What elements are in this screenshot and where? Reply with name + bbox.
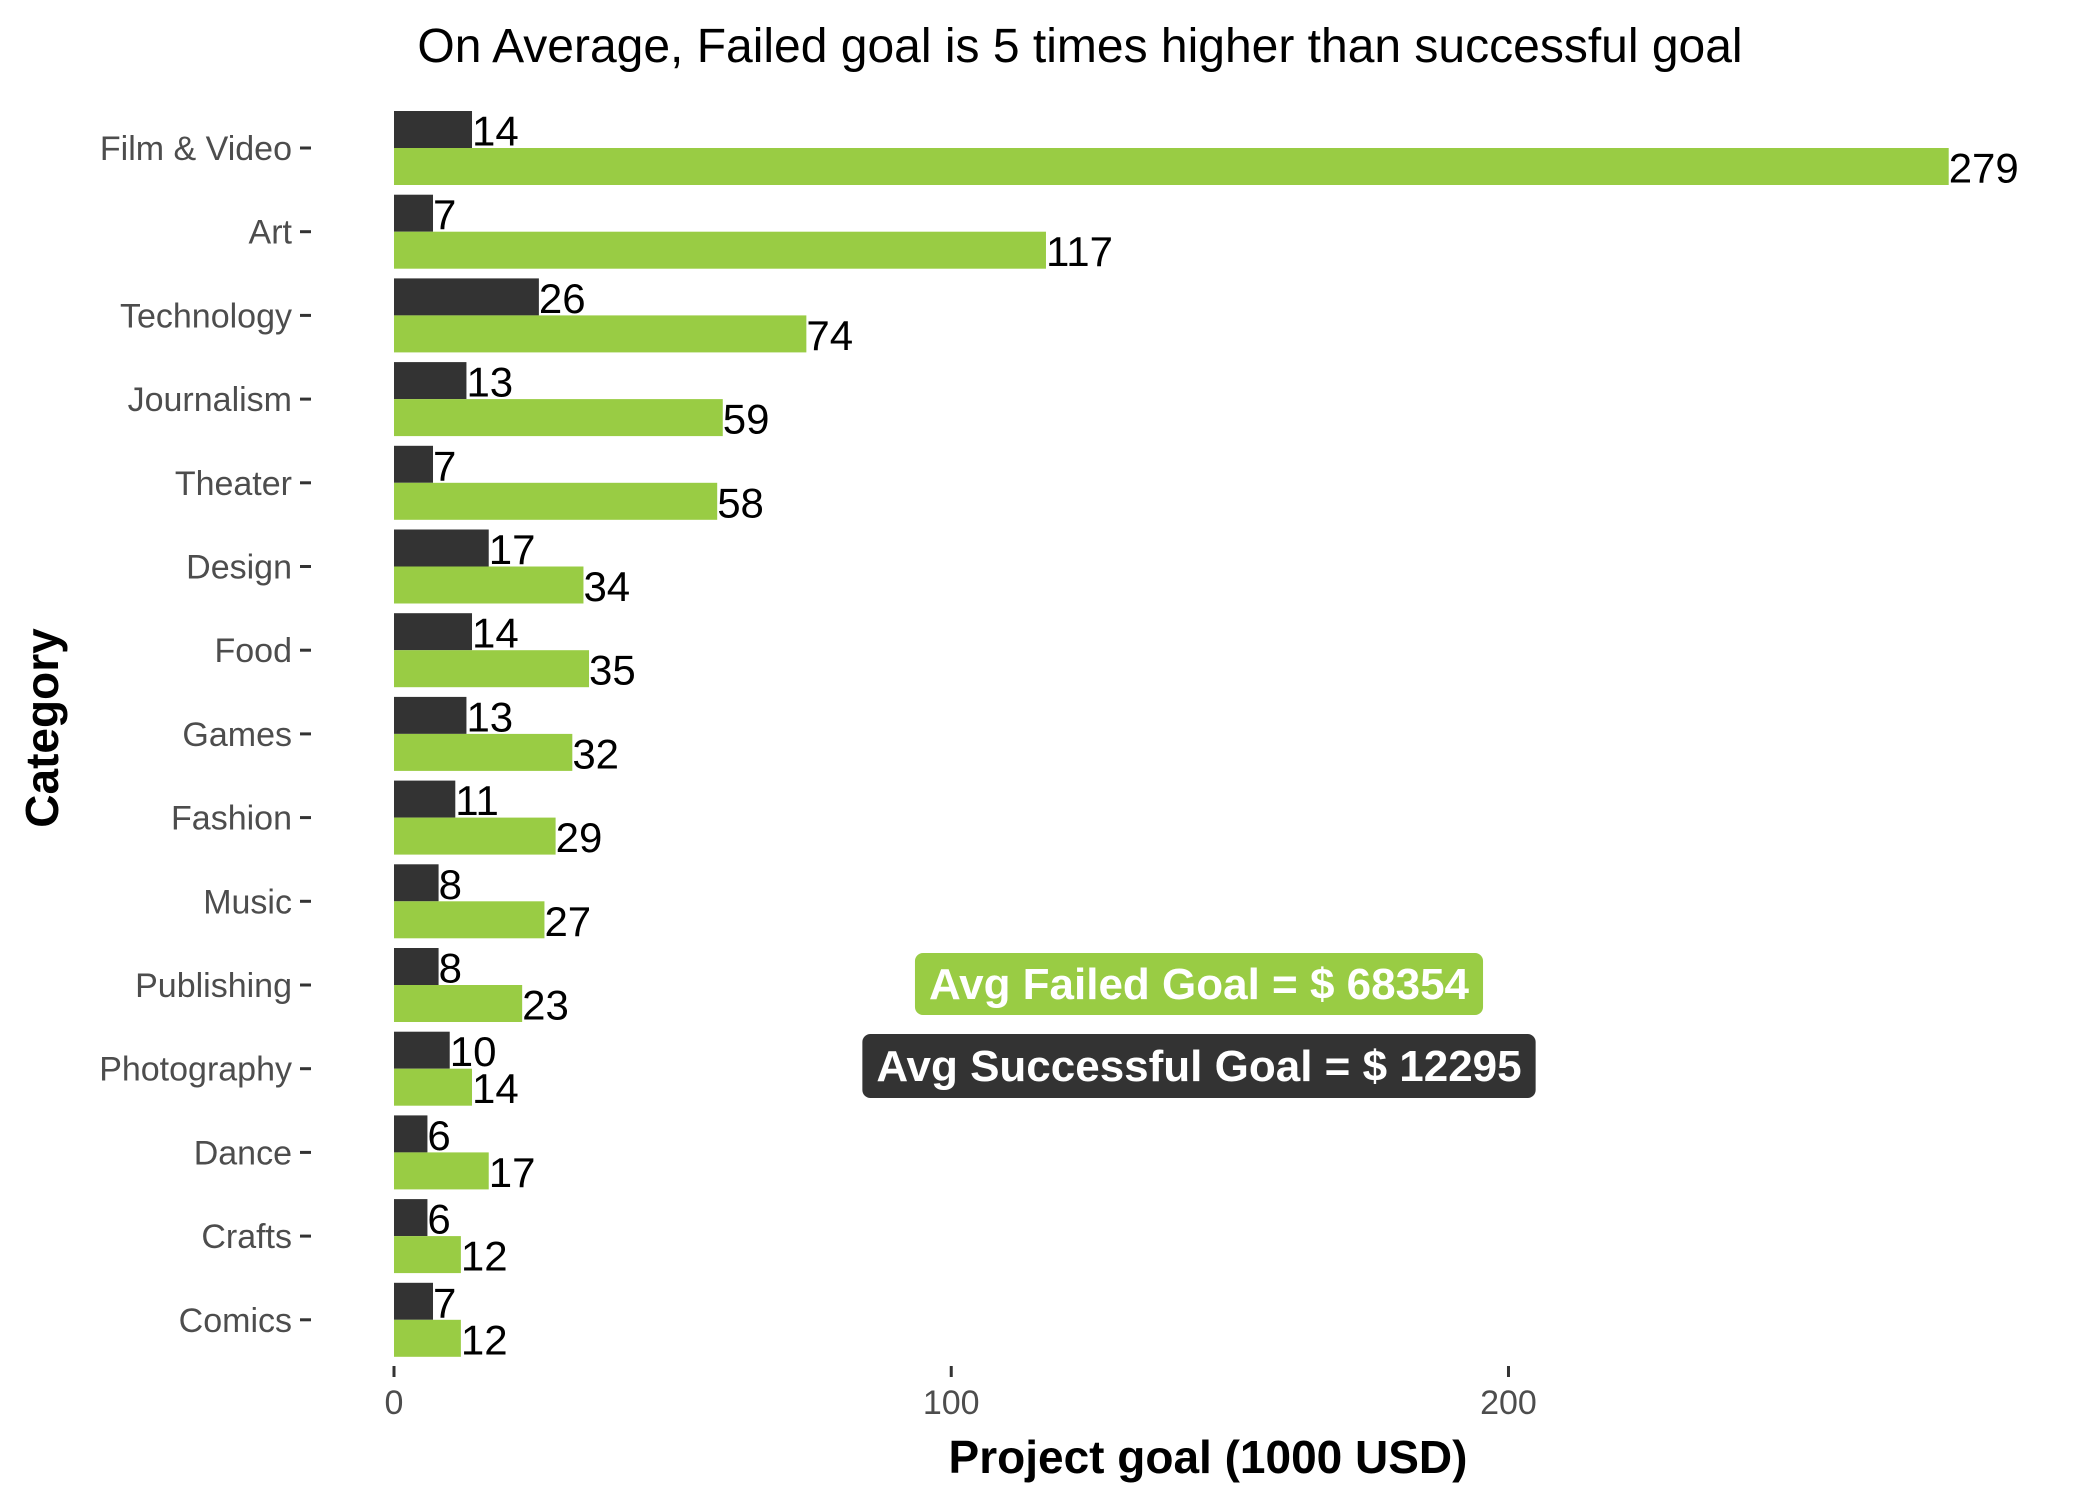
data-label: 11 (455, 777, 499, 824)
annotation-text: Avg Failed Goal = $ 68354 (929, 960, 1470, 1009)
y-axis: Film & Video Art Technology Journalism Theat… (99, 130, 311, 1340)
bar-dark (394, 445, 434, 483)
data-label: 8 (439, 945, 462, 992)
bar-green (394, 482, 718, 520)
bar-dark (394, 948, 439, 985)
data-label: 23 (522, 982, 569, 1029)
data-label: 12 (461, 1233, 508, 1280)
bar-dark (394, 864, 439, 902)
bar-dark (394, 780, 456, 818)
bar-dark (394, 278, 539, 316)
category-label: Theater (175, 465, 292, 503)
data-label: 34 (583, 563, 630, 610)
bar-green (394, 901, 545, 939)
bar-green (394, 315, 807, 353)
category-label: Technology (120, 297, 292, 335)
data-label: 7 (433, 1279, 456, 1326)
annotation-box (862, 1034, 1536, 1098)
x-axis-title: Project goal (1000 USD) (949, 1431, 1468, 1483)
annotation-text: Avg Successful Goal = $ 12295 (876, 1042, 1521, 1091)
data-label: 32 (572, 730, 619, 777)
bar-green (394, 231, 1046, 269)
x-tick-label: 100 (923, 1384, 980, 1422)
x-tick-label: 200 (1480, 1384, 1537, 1422)
bar-dark (394, 111, 473, 148)
data-label: 13 (466, 693, 513, 740)
data-label: 14 (472, 1065, 519, 1112)
data-label: 27 (544, 898, 591, 945)
bar-dark (394, 1115, 428, 1153)
data-label: 7 (433, 191, 456, 238)
bar-dark (394, 1031, 450, 1069)
data-label: 14 (472, 108, 519, 155)
bar-dark (394, 362, 467, 400)
bar-dark (394, 529, 489, 567)
bar-dark (394, 613, 473, 651)
category-label: Fashion (171, 800, 292, 838)
data-label: 59 (723, 396, 770, 443)
category-label: Crafts (201, 1218, 292, 1256)
data-label: 74 (806, 312, 853, 359)
category-label: Art (249, 214, 293, 252)
avg-successful-annotation: Avg Successful Goal = $ 12295 (862, 1034, 1536, 1098)
bar-green (394, 1236, 461, 1274)
bar-green (394, 566, 584, 604)
data-label: 35 (589, 647, 636, 694)
category-label: Dance (194, 1134, 292, 1172)
data-label: 13 (466, 359, 513, 406)
bar-dark (394, 194, 434, 232)
data-label: 10 (450, 1028, 497, 1075)
bar-green (394, 985, 523, 1022)
category-label: Film & Video (100, 130, 292, 168)
y-axis-title: Category (16, 628, 68, 828)
data-label: 279 (1949, 145, 2019, 192)
annotation-box (914, 953, 1484, 1015)
chart-title: On Average, Failed goal is 5 times highe… (417, 20, 1742, 73)
bar-green (394, 817, 556, 855)
bar-green (394, 1068, 473, 1106)
bar-dark (394, 1199, 428, 1237)
data-label: 14 (472, 610, 519, 657)
data-label: 58 (717, 479, 764, 526)
bar-green (394, 1152, 489, 1190)
data-label: 8 (439, 861, 462, 908)
bar-green (394, 1319, 461, 1357)
data-label: 29 (556, 814, 603, 861)
category-label: Photography (99, 1051, 292, 1089)
category-label: Design (186, 549, 292, 587)
bar-dark (394, 696, 467, 734)
data-label: 26 (539, 275, 586, 322)
bars (394, 111, 1949, 1357)
data-label: 117 (1046, 228, 1113, 275)
value-labels: 14 279 7 117 26 74 13 59 7 58 17 34 14 35 13 32 11 29 8 27 8… (427, 108, 2018, 1364)
category-label: Music (203, 883, 292, 921)
bar-green (394, 733, 573, 771)
x-axis: 0 100 200 (385, 1366, 1537, 1422)
data-label: 6 (427, 1112, 450, 1159)
data-label: 12 (461, 1316, 508, 1363)
category-label: Comics (179, 1302, 292, 1340)
avg-failed-annotation: Avg Failed Goal = $ 68354 (914, 953, 1484, 1015)
bar-dark (394, 1282, 434, 1320)
category-label: Games (182, 716, 292, 754)
bar-green (394, 148, 1949, 185)
bar-green (394, 650, 590, 688)
category-label: Journalism (128, 381, 292, 419)
annotations: Avg Failed Goal = $ 68354 Avg Successful … (862, 953, 1536, 1098)
bar-green (394, 399, 723, 437)
category-label: Food (215, 632, 293, 670)
data-label: 6 (427, 1196, 450, 1243)
data-label: 7 (433, 442, 456, 489)
x-tick-label: 0 (385, 1384, 404, 1422)
data-label: 17 (489, 1149, 536, 1196)
category-label: Publishing (135, 967, 292, 1005)
data-label: 17 (489, 526, 536, 573)
